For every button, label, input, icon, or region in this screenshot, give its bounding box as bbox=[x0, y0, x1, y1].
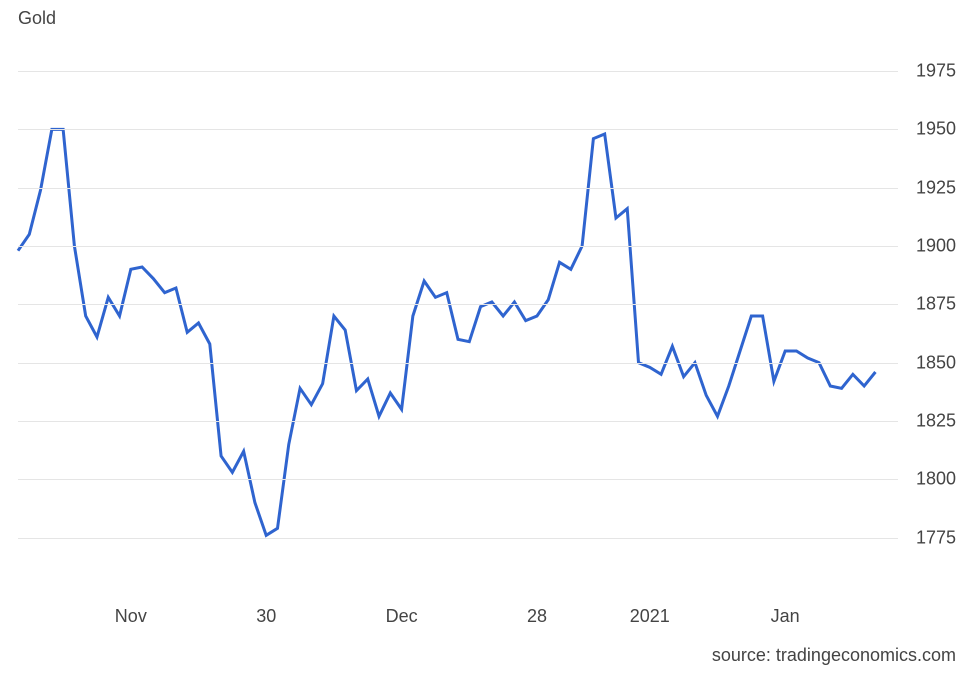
y-axis-label: 1950 bbox=[916, 119, 956, 140]
chart-title: Gold bbox=[18, 8, 56, 29]
x-axis-label: Dec bbox=[386, 606, 418, 627]
source-label: source: tradingeconomics.com bbox=[712, 645, 956, 666]
plot-area: 177518001825185018751900192519501975Nov3… bbox=[18, 36, 898, 596]
gridline bbox=[18, 246, 898, 247]
gridline bbox=[18, 129, 898, 130]
gridline bbox=[18, 71, 898, 72]
y-axis-label: 1900 bbox=[916, 236, 956, 257]
y-axis-label: 1925 bbox=[916, 177, 956, 198]
gridline bbox=[18, 363, 898, 364]
x-axis-label: Jan bbox=[771, 606, 800, 627]
x-axis-label: Nov bbox=[115, 606, 147, 627]
x-axis-label: 30 bbox=[256, 606, 276, 627]
y-axis-label: 1800 bbox=[916, 469, 956, 490]
y-axis-label: 1775 bbox=[916, 527, 956, 548]
y-axis-label: 1825 bbox=[916, 411, 956, 432]
y-axis-label: 1975 bbox=[916, 61, 956, 82]
gridline bbox=[18, 538, 898, 539]
gridline bbox=[18, 188, 898, 189]
gridline bbox=[18, 421, 898, 422]
gridline bbox=[18, 304, 898, 305]
gridline bbox=[18, 479, 898, 480]
x-axis-label: 2021 bbox=[630, 606, 670, 627]
y-axis-label: 1875 bbox=[916, 294, 956, 315]
gold-price-chart: Gold 17751800182518501875190019251950197… bbox=[0, 0, 974, 674]
y-axis-label: 1850 bbox=[916, 352, 956, 373]
line-series bbox=[18, 36, 898, 596]
x-axis-label: 28 bbox=[527, 606, 547, 627]
